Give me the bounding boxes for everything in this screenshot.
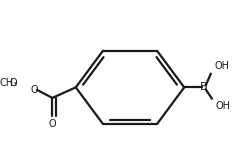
Text: O: O — [9, 78, 17, 87]
Text: O: O — [30, 85, 38, 95]
Text: OH: OH — [214, 61, 229, 71]
Text: B: B — [200, 82, 208, 92]
Text: CH₃: CH₃ — [0, 78, 18, 87]
Text: O: O — [49, 119, 56, 129]
Text: OH: OH — [215, 101, 230, 111]
